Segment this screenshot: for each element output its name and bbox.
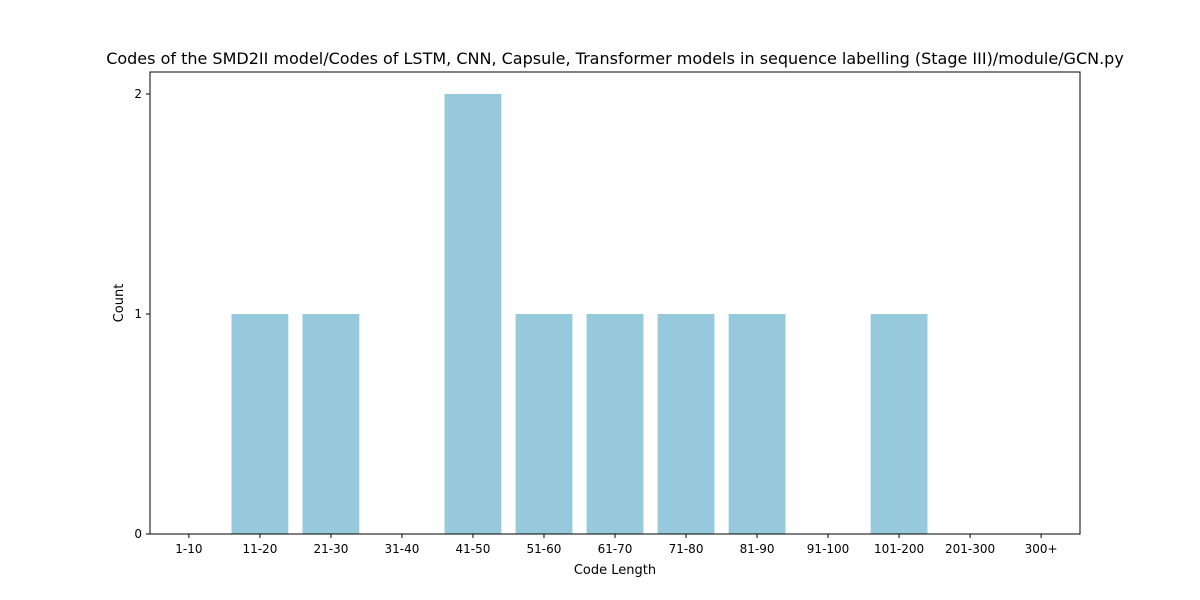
x-axis-ticks: 1-10 11-20 21-30 31-40 41-50 51-60 61-70 71-80 8…: [175, 534, 1058, 556]
x-axis-label: Code Length: [574, 563, 656, 578]
x-tick-label: 101-200: [874, 542, 924, 556]
x-tick-label: 300+: [1025, 542, 1058, 556]
bar-11-20: [231, 314, 289, 534]
bar-51-60: [515, 314, 573, 534]
bar-41-50: [444, 94, 502, 534]
x-tick-label: 201-300: [945, 542, 995, 556]
y-tick-label: 1: [134, 307, 142, 321]
y-tick-label: 0: [134, 527, 142, 541]
x-tick-label: 91-100: [807, 542, 850, 556]
x-tick-label: 11-20: [242, 542, 277, 556]
x-tick-label: 61-70: [598, 542, 633, 556]
bar-71-80: [657, 314, 715, 534]
x-tick-label: 21-30: [313, 542, 348, 556]
x-tick-label: 81-90: [740, 542, 775, 556]
bar-61-70: [586, 314, 644, 534]
x-tick-label: 71-80: [669, 542, 704, 556]
bar-21-30: [302, 314, 360, 534]
x-tick-label: 41-50: [456, 542, 491, 556]
bar-101-200: [870, 314, 928, 534]
bars-group: [231, 94, 928, 534]
x-tick-label: 51-60: [527, 542, 562, 556]
y-tick-label: 2: [134, 87, 142, 101]
plot-frame: [149, 71, 1081, 535]
chart-title: Codes of the SMD2II model/Codes of LSTM,…: [106, 49, 1124, 68]
x-tick-label: 31-40: [385, 542, 420, 556]
x-tick-label: 1-10: [175, 542, 202, 556]
y-axis-ticks: 0 1 2: [134, 87, 150, 541]
y-axis-label: Count: [112, 284, 127, 323]
bar-81-90: [728, 314, 786, 534]
